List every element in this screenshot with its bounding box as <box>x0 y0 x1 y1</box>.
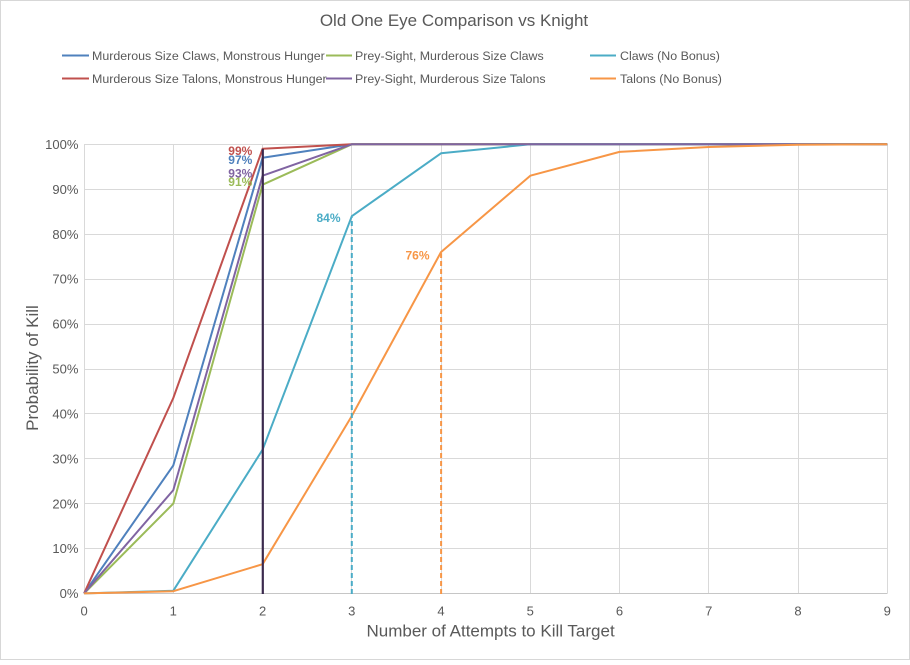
svg-text:Prey-Sight, Murderous Size Cla: Prey-Sight, Murderous Size Claws <box>355 49 544 63</box>
svg-text:84%: 84% <box>316 211 340 225</box>
svg-text:60%: 60% <box>52 317 78 332</box>
svg-text:70%: 70% <box>52 272 78 287</box>
svg-text:Number of Attempts to Kill Tar: Number of Attempts to Kill Target <box>367 622 615 641</box>
svg-text:8: 8 <box>794 604 801 619</box>
svg-text:Old One Eye Comparison vs Knig: Old One Eye Comparison vs Knight <box>320 11 589 30</box>
svg-text:Talons (No Bonus): Talons (No Bonus) <box>620 72 722 86</box>
svg-text:Claws (No Bonus): Claws (No Bonus) <box>620 49 720 63</box>
svg-text:6: 6 <box>616 604 623 619</box>
svg-text:Prey-Sight, Murderous Size Tal: Prey-Sight, Murderous Size Talons <box>355 72 546 86</box>
svg-text:20%: 20% <box>52 496 78 511</box>
svg-text:4: 4 <box>437 604 444 619</box>
svg-text:5: 5 <box>527 604 534 619</box>
svg-text:Probability of Kill: Probability of Kill <box>23 305 42 431</box>
svg-text:76%: 76% <box>405 248 429 262</box>
svg-text:80%: 80% <box>52 227 78 242</box>
svg-text:97%: 97% <box>228 153 252 167</box>
svg-text:1: 1 <box>170 604 177 619</box>
svg-text:2: 2 <box>259 604 266 619</box>
svg-text:Murderous Size Talons, Monstro: Murderous Size Talons, Monstrous Hunger <box>92 72 327 86</box>
svg-text:Murderous Size Claws, Monstrou: Murderous Size Claws, Monstrous Hunger <box>92 49 325 63</box>
svg-text:10%: 10% <box>52 541 78 556</box>
svg-text:0%: 0% <box>60 586 79 601</box>
svg-text:99%: 99% <box>228 144 252 158</box>
svg-text:93%: 93% <box>228 166 252 180</box>
svg-text:7: 7 <box>705 604 712 619</box>
svg-text:9: 9 <box>884 604 891 619</box>
svg-text:50%: 50% <box>52 362 78 377</box>
svg-text:90%: 90% <box>52 182 78 197</box>
svg-text:100%: 100% <box>45 137 79 152</box>
svg-text:40%: 40% <box>52 406 78 421</box>
svg-text:91%: 91% <box>228 175 252 189</box>
svg-text:0: 0 <box>80 604 87 619</box>
svg-text:3: 3 <box>348 604 355 619</box>
svg-text:30%: 30% <box>52 451 78 466</box>
